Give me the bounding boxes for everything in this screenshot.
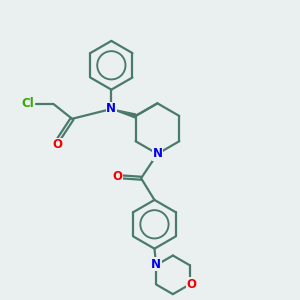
Text: N: N: [151, 258, 161, 271]
Text: O: O: [53, 138, 63, 152]
Text: O: O: [186, 278, 196, 291]
Text: N: N: [152, 147, 162, 161]
Text: Cl: Cl: [21, 98, 34, 110]
Text: O: O: [112, 170, 122, 183]
Text: N: N: [106, 103, 116, 116]
Polygon shape: [111, 109, 136, 118]
